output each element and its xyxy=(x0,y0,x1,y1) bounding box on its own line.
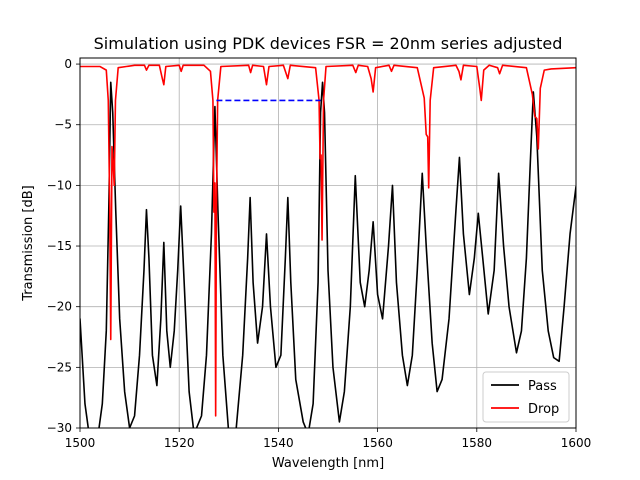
chart-title: Simulation using PDK devices FSR = 20nm … xyxy=(94,34,563,53)
x-axis-label: Wavelength [nm] xyxy=(272,456,384,471)
y-axis-label: Transmission [dB] xyxy=(21,185,36,301)
plot-frame xyxy=(79,57,577,429)
series-pass-line xyxy=(80,81,576,428)
y-tick-label: −30 xyxy=(47,421,72,435)
y-tick-label: −20 xyxy=(47,300,72,314)
x-tick-label: 1600 xyxy=(561,436,592,450)
series-layer xyxy=(80,64,576,428)
x-tick-label: 1540 xyxy=(263,436,294,450)
x-tick-label: 1520 xyxy=(164,436,195,450)
y-tick-label: 0 xyxy=(64,57,72,71)
legend: Pass Drop xyxy=(482,371,570,423)
x-tick-label: 1500 xyxy=(65,436,96,450)
y-ticks: 0 −5 −10 −15 −20 −25 −30 xyxy=(47,57,80,435)
legend-pass-label: Pass xyxy=(528,379,557,394)
legend-drop-label: Drop xyxy=(528,402,559,417)
y-tick-label: −10 xyxy=(47,178,72,192)
x-tick-label: 1560 xyxy=(362,436,393,450)
x-tick-label: 1580 xyxy=(462,436,493,450)
series-drop-line xyxy=(80,64,576,417)
x-ticks: 1500 1520 1540 1560 1580 1600 xyxy=(65,428,592,450)
y-tick-label: −5 xyxy=(54,118,72,132)
y-tick-label: −15 xyxy=(47,239,72,253)
y-tick-label: −25 xyxy=(47,360,72,374)
